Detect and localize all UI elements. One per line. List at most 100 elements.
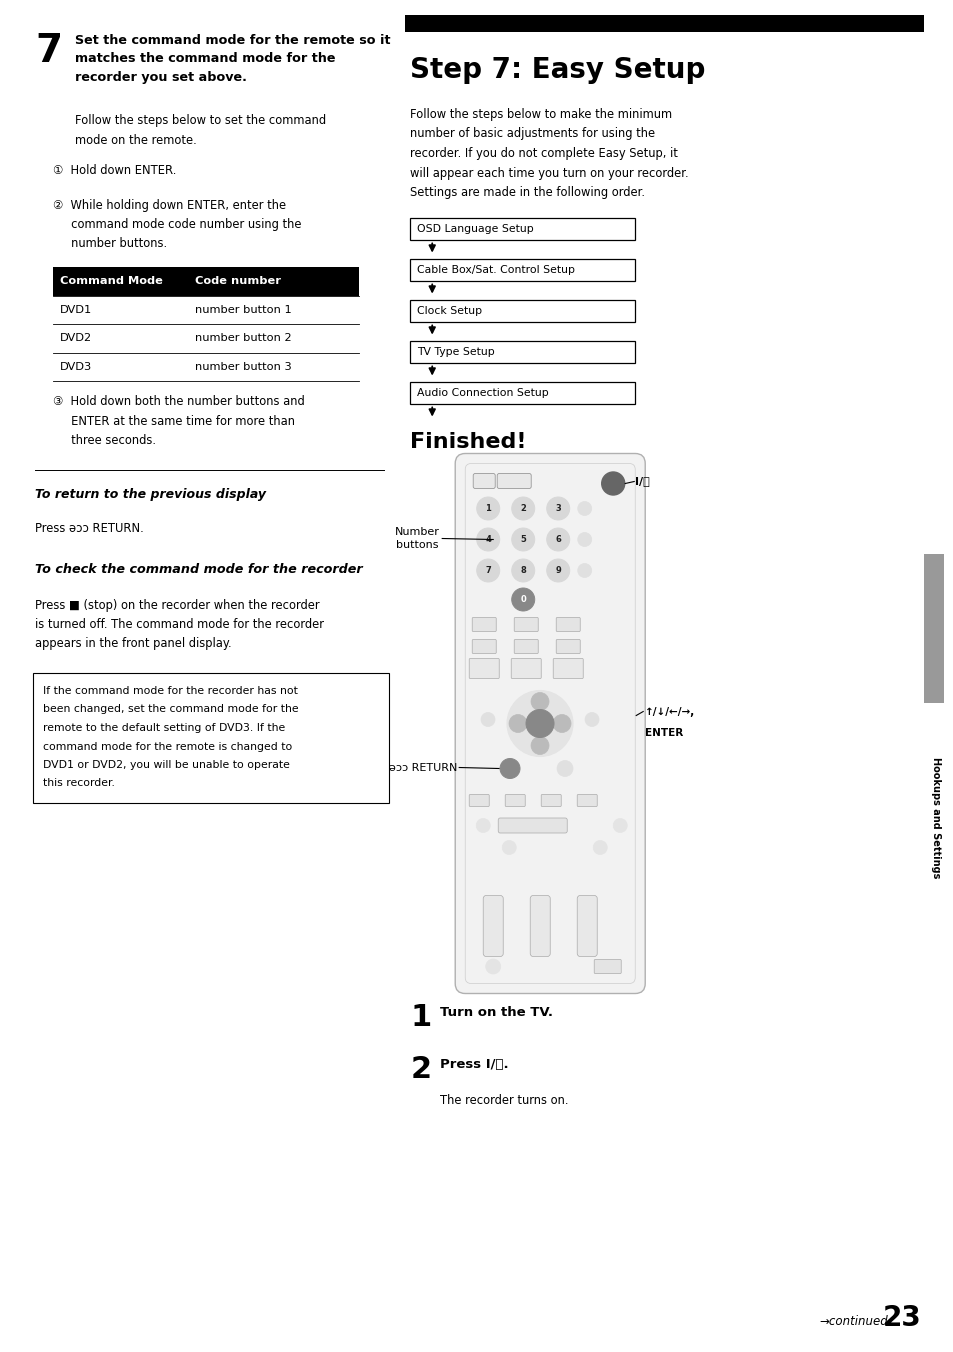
FancyBboxPatch shape xyxy=(473,473,495,488)
Circle shape xyxy=(511,529,535,552)
Text: command mode code number using the: command mode code number using the xyxy=(53,218,301,231)
Text: To return to the previous display: To return to the previous display xyxy=(35,488,266,502)
Text: DVD1 or DVD2, you will be unable to operate: DVD1 or DVD2, you will be unable to oper… xyxy=(43,760,290,771)
Circle shape xyxy=(476,818,490,833)
Circle shape xyxy=(525,710,554,737)
Text: this recorder.: this recorder. xyxy=(43,779,114,788)
Circle shape xyxy=(546,558,569,581)
FancyBboxPatch shape xyxy=(540,795,560,807)
Text: ②  While holding down ENTER, enter the: ② While holding down ENTER, enter the xyxy=(53,199,286,212)
Text: Clock Setup: Clock Setup xyxy=(416,306,482,316)
Circle shape xyxy=(531,737,548,754)
Text: mode on the remote.: mode on the remote. xyxy=(75,134,196,146)
Text: ↑/↓/←/→,: ↑/↓/←/→, xyxy=(644,707,695,717)
Text: The recorder turns on.: The recorder turns on. xyxy=(439,1094,568,1106)
Circle shape xyxy=(613,818,626,833)
FancyBboxPatch shape xyxy=(497,473,531,488)
Text: 4: 4 xyxy=(485,535,491,544)
Text: number of basic adjustments for using the: number of basic adjustments for using th… xyxy=(410,127,655,141)
Text: 5: 5 xyxy=(519,535,526,544)
Text: ③  Hold down both the number buttons and: ③ Hold down both the number buttons and xyxy=(53,395,304,408)
Text: Audio Connection Setup: Audio Connection Setup xyxy=(416,388,548,397)
Text: ①  Hold down ENTER.: ① Hold down ENTER. xyxy=(53,164,176,177)
Text: ENTER at the same time for more than: ENTER at the same time for more than xyxy=(53,415,294,427)
FancyBboxPatch shape xyxy=(577,895,597,956)
Circle shape xyxy=(509,714,526,733)
Text: Press ǝɔɔ RETURN.: Press ǝɔɔ RETURN. xyxy=(35,522,144,535)
FancyBboxPatch shape xyxy=(553,658,582,679)
Circle shape xyxy=(578,502,591,515)
Circle shape xyxy=(511,498,535,521)
FancyBboxPatch shape xyxy=(514,618,537,631)
Circle shape xyxy=(476,558,499,581)
Text: remote to the default setting of DVD3. If the: remote to the default setting of DVD3. I… xyxy=(43,723,285,733)
Text: 9: 9 xyxy=(555,566,560,575)
Bar xyxy=(53,266,358,296)
Text: 2: 2 xyxy=(519,504,526,512)
Circle shape xyxy=(584,713,598,726)
Circle shape xyxy=(511,588,535,611)
Text: number button 2: number button 2 xyxy=(194,333,291,343)
Circle shape xyxy=(501,841,516,854)
Text: I/⏻: I/⏻ xyxy=(635,476,649,487)
FancyBboxPatch shape xyxy=(594,960,620,973)
Text: 3: 3 xyxy=(555,504,560,512)
Text: 6: 6 xyxy=(555,535,560,544)
Text: OSD Language Setup: OSD Language Setup xyxy=(416,223,534,234)
Circle shape xyxy=(553,714,571,733)
Bar xyxy=(410,218,635,239)
Bar xyxy=(33,673,389,803)
FancyBboxPatch shape xyxy=(556,618,579,631)
FancyBboxPatch shape xyxy=(469,658,498,679)
Text: DVD1: DVD1 xyxy=(60,304,92,315)
Text: Press I/⏻.: Press I/⏻. xyxy=(439,1057,508,1071)
Circle shape xyxy=(480,713,495,726)
Text: number buttons.: number buttons. xyxy=(53,237,167,250)
Circle shape xyxy=(499,758,519,779)
FancyBboxPatch shape xyxy=(530,895,550,956)
FancyBboxPatch shape xyxy=(483,895,502,956)
Text: Command Mode: Command Mode xyxy=(60,276,163,287)
Circle shape xyxy=(476,529,499,552)
FancyBboxPatch shape xyxy=(472,639,496,653)
Text: Finished!: Finished! xyxy=(410,431,526,452)
Text: Press ■ (stop) on the recorder when the recorder: Press ■ (stop) on the recorder when the … xyxy=(35,599,319,612)
Text: Follow the steps below to set the command: Follow the steps below to set the comman… xyxy=(75,114,326,127)
Circle shape xyxy=(557,760,573,776)
Circle shape xyxy=(546,498,569,521)
Circle shape xyxy=(485,959,500,973)
Text: Settings are made in the following order.: Settings are made in the following order… xyxy=(410,187,644,199)
FancyBboxPatch shape xyxy=(469,795,489,807)
Circle shape xyxy=(506,691,573,757)
Circle shape xyxy=(476,498,499,521)
Text: DVD3: DVD3 xyxy=(60,362,92,372)
Text: recorder. If you do not complete Easy Setup, it: recorder. If you do not complete Easy Se… xyxy=(410,147,678,160)
Circle shape xyxy=(578,564,591,577)
Text: number button 1: number button 1 xyxy=(194,304,291,315)
Circle shape xyxy=(546,529,569,552)
Text: Code number: Code number xyxy=(194,276,280,287)
Text: 8: 8 xyxy=(519,566,525,575)
Text: Number
buttons: Number buttons xyxy=(395,527,439,550)
Text: 1: 1 xyxy=(410,1003,431,1033)
Circle shape xyxy=(531,692,548,711)
FancyBboxPatch shape xyxy=(472,618,496,631)
Text: ǝɔɔ RETURN: ǝɔɔ RETURN xyxy=(389,763,456,772)
FancyBboxPatch shape xyxy=(505,795,525,807)
Circle shape xyxy=(593,841,606,854)
Text: To check the command mode for the recorder: To check the command mode for the record… xyxy=(35,562,362,576)
Bar xyxy=(410,300,635,322)
Bar xyxy=(410,260,635,280)
Text: Hookups and Settings: Hookups and Settings xyxy=(930,757,940,879)
Text: Step 7: Easy Setup: Step 7: Easy Setup xyxy=(410,55,705,84)
Text: is turned off. The command mode for the recorder: is turned off. The command mode for the … xyxy=(35,618,324,631)
Text: been changed, set the command mode for the: been changed, set the command mode for t… xyxy=(43,704,298,714)
Text: If the command mode for the recorder has not: If the command mode for the recorder has… xyxy=(43,685,297,696)
FancyBboxPatch shape xyxy=(514,639,537,653)
Text: 7: 7 xyxy=(35,32,62,70)
Text: TV Type Setup: TV Type Setup xyxy=(416,346,495,357)
FancyBboxPatch shape xyxy=(497,818,567,833)
Text: →continued: →continued xyxy=(818,1315,887,1328)
Bar xyxy=(410,383,635,403)
Text: DVD2: DVD2 xyxy=(60,333,92,343)
